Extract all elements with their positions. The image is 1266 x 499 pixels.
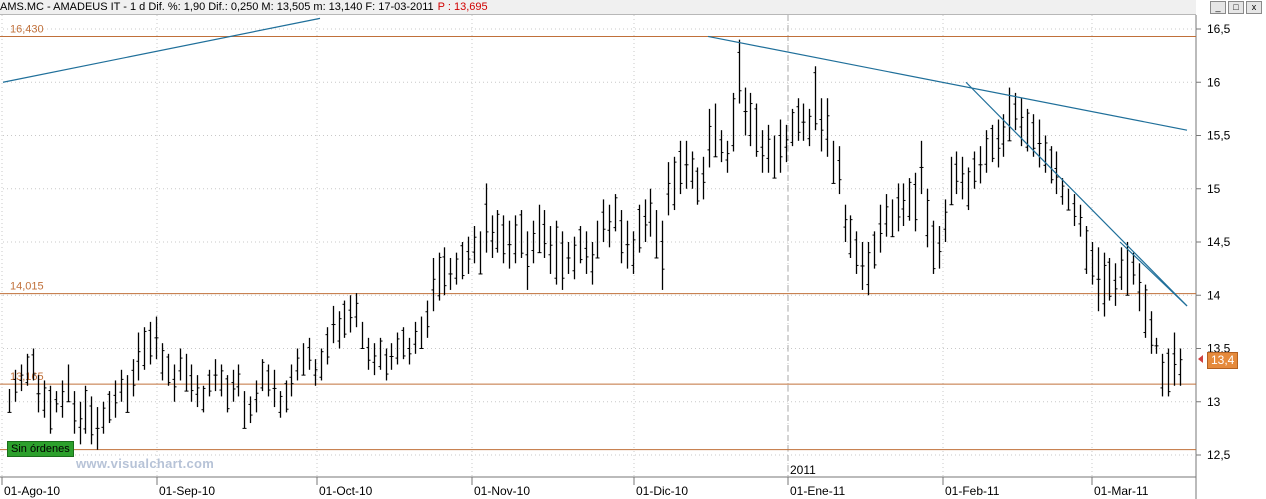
y-tick-label: 15	[1207, 182, 1221, 196]
trend-line	[2, 17, 321, 83]
maximize-button[interactable]: □	[1228, 1, 1244, 14]
y-tick-label: 16,5	[1207, 22, 1231, 36]
window-controls: _ □ x	[1210, 1, 1262, 14]
chart-info-bar: AMS.MC - AMADEUS IT - 1 d Dif. %: 1,90 D…	[0, 0, 1196, 15]
y-tick-label: 16	[1207, 75, 1221, 89]
trend-line	[1119, 241, 1188, 307]
y-tick-label: 12,5	[1207, 448, 1231, 462]
year-label: 2011	[790, 463, 816, 477]
price-marker-icon	[1198, 355, 1203, 363]
y-tick-label: 14,5	[1207, 235, 1231, 249]
trend-line	[707, 35, 1188, 131]
minimize-button[interactable]: _	[1210, 1, 1226, 14]
y-tick-label: 15,5	[1207, 129, 1231, 143]
x-tick-label: 01-Oct-10	[319, 484, 373, 498]
x-tick-label: 01-Dic-10	[636, 484, 688, 498]
watermark: www.visualchart.com	[76, 456, 215, 471]
close-button[interactable]: x	[1246, 1, 1262, 14]
trend-line	[965, 81, 1188, 307]
level-label: 16,430	[10, 23, 44, 35]
current-price-tag: 13,4	[1207, 352, 1239, 369]
instrument-info: AMS.MC - AMADEUS IT - 1 d Dif. %: 1,90 D…	[0, 1, 434, 13]
x-tick-label: 01-Feb-11	[945, 484, 1000, 498]
level-label: 14,015	[10, 281, 44, 293]
x-tick-label: 01-Sep-10	[159, 484, 215, 498]
x-tick-label: 01-Ago-10	[4, 484, 60, 498]
last-price-info: P : 13,695	[437, 1, 488, 13]
x-tick-label: 01-Nov-10	[474, 484, 530, 498]
x-tick-label: 01-Mar-11	[1094, 484, 1149, 498]
y-axis-area	[1196, 15, 1266, 499]
y-tick-label: 13	[1207, 395, 1221, 409]
y-tick-label: 14	[1207, 288, 1221, 302]
orders-badge[interactable]: Sin órdenes	[7, 441, 74, 457]
x-tick-label: 01-Ene-11	[790, 484, 845, 498]
